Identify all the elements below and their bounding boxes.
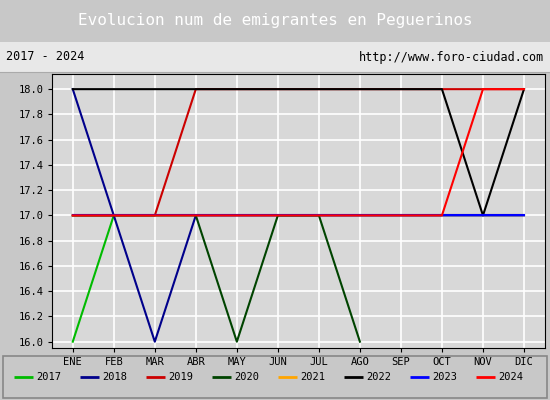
Text: 2017 - 2024: 2017 - 2024 — [6, 50, 84, 64]
Text: 2018: 2018 — [102, 372, 127, 382]
Text: 2024: 2024 — [498, 372, 523, 382]
Text: 2020: 2020 — [234, 372, 259, 382]
Text: Evolucion num de emigrantes en Peguerinos: Evolucion num de emigrantes en Peguerino… — [78, 14, 472, 28]
Text: http://www.foro-ciudad.com: http://www.foro-ciudad.com — [359, 50, 544, 64]
Text: 2017: 2017 — [36, 372, 61, 382]
Text: 2019: 2019 — [168, 372, 193, 382]
Text: 2021: 2021 — [300, 372, 325, 382]
Text: 2022: 2022 — [366, 372, 391, 382]
Text: 2023: 2023 — [432, 372, 457, 382]
